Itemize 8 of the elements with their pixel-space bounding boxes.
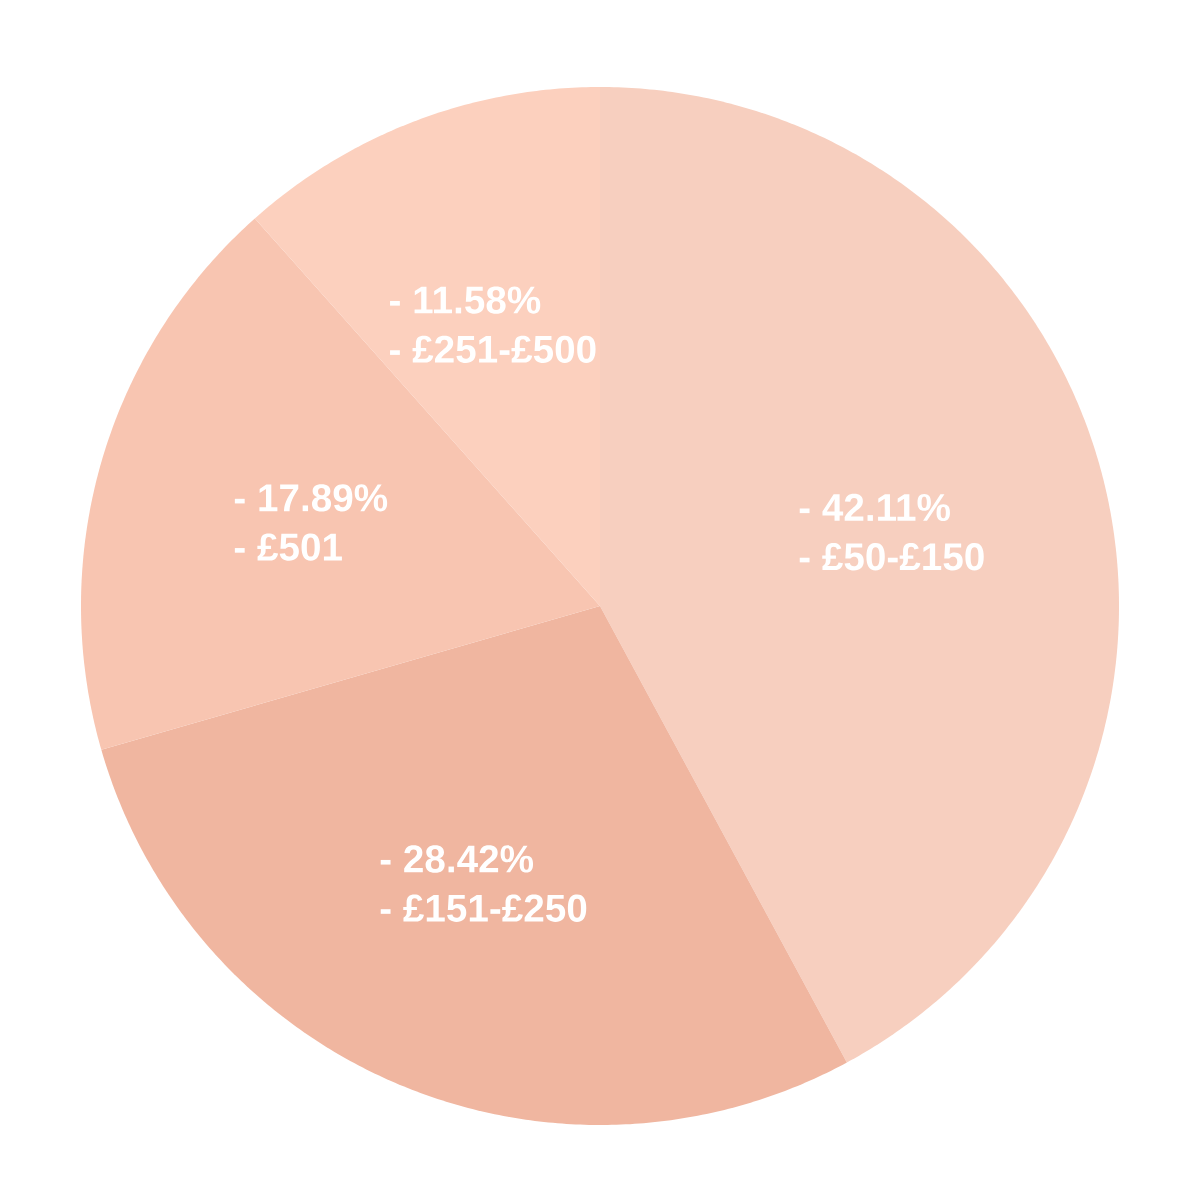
slice-label: ‐ £251-£500 [390,335,596,364]
data-label: ‐ 11.58% [390,286,541,314]
slice-label: ‐ £501 [234,533,342,561]
slice-label: ‐ £50-£150 [799,543,984,571]
data-label: ‐ 17.89% [234,484,388,512]
data-label: ‐ 28.42% [380,845,534,873]
data-label: ‐ 42.11% [799,493,950,522]
slice-label: ‐ £151-£250 [380,894,587,922]
